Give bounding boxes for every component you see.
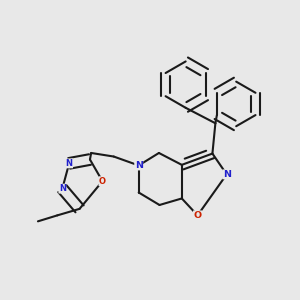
Text: O: O xyxy=(99,177,106,186)
Text: O: O xyxy=(194,211,202,220)
Text: N: N xyxy=(59,184,66,193)
Text: N: N xyxy=(135,161,143,170)
Text: N: N xyxy=(66,159,73,168)
Text: N: N xyxy=(223,170,231,179)
